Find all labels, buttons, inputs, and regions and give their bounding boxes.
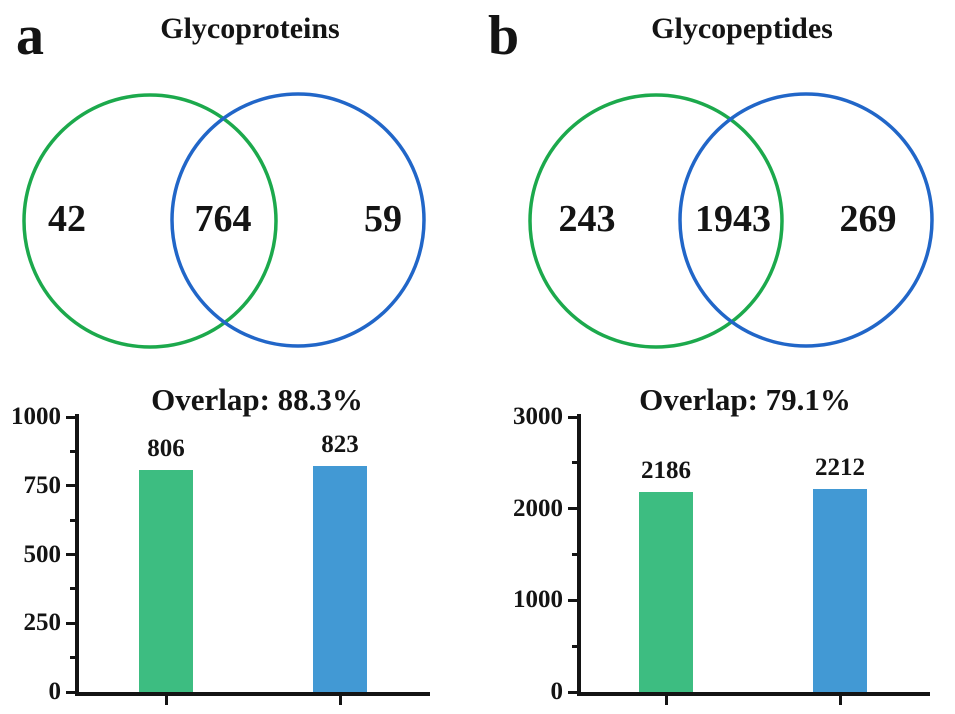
y-major-tick — [66, 484, 75, 488]
venn-left-count: 243 — [558, 198, 616, 240]
bar — [813, 489, 867, 692]
bar — [139, 470, 193, 692]
venn-diagram-b — [528, 92, 934, 349]
y-tick-label: 500 — [23, 540, 62, 568]
bar — [313, 465, 367, 692]
y-axis-line — [75, 414, 79, 696]
bar-value-label: 823 — [321, 430, 359, 458]
y-major-tick — [568, 507, 577, 511]
y-major-tick — [568, 690, 577, 694]
y-major-tick — [66, 553, 75, 556]
venn-right-count: 269 — [839, 198, 897, 240]
y-major-tick — [66, 690, 75, 694]
venn-overlap-count: 764 — [194, 198, 252, 240]
panel-title: Glycopeptides — [651, 12, 833, 45]
y-tick-label: 750 — [23, 471, 62, 499]
y-tick-label: 0 — [48, 678, 62, 705]
panel-a: a Glycoproteins 42 764 59 Overlap: 88.3%… — [0, 0, 477, 714]
y-minor-tick — [572, 644, 577, 648]
bar-value-label: 2186 — [641, 456, 691, 484]
bar — [639, 491, 693, 692]
bar-chart-b: 0 1000 2000 3000 2186 2212 — [478, 0, 955, 714]
chart-title: Overlap: 79.1% — [639, 382, 851, 417]
x-category-tick — [164, 696, 168, 705]
y-tick-label: 2000 — [513, 494, 563, 522]
bar-value-label: 2212 — [815, 454, 865, 482]
y-tick-label: 250 — [23, 609, 62, 637]
y-tick-label: 3000 — [513, 403, 563, 430]
bar-chart-a: 0 250 500 750 1000 806 823 — [0, 0, 477, 714]
x-axis-line — [577, 692, 930, 696]
panel-letter: b — [488, 5, 520, 67]
panel-letter: a — [16, 5, 44, 67]
venn-left-count: 42 — [48, 198, 86, 240]
y-tick-label: 1000 — [11, 403, 61, 430]
venn-left-circle — [528, 93, 784, 349]
panel-b: b Glycopeptides 243 1943 269 Overlap: 79… — [478, 0, 955, 714]
y-major-tick — [568, 598, 577, 602]
y-axis-line — [577, 414, 581, 696]
y-major-tick — [66, 621, 75, 625]
y-tick-label: 1000 — [513, 586, 563, 614]
y-minor-tick — [70, 587, 75, 591]
venn-left-circle — [22, 93, 278, 349]
x-category-tick — [664, 696, 668, 705]
venn-right-count: 59 — [364, 198, 402, 240]
y-major-tick — [66, 415, 75, 419]
venn-right-circle — [170, 92, 426, 348]
y-minor-tick — [70, 449, 75, 453]
venn-overlap-count: 1943 — [695, 198, 771, 240]
venn-right-circle — [678, 92, 934, 348]
y-tick-label: 0 — [550, 678, 564, 705]
panel-title: Glycoproteins — [160, 12, 340, 45]
x-category-tick — [338, 696, 342, 705]
y-minor-tick — [70, 656, 75, 660]
y-minor-tick — [572, 553, 577, 556]
bar-value-label: 806 — [147, 435, 185, 463]
y-minor-tick — [572, 461, 577, 465]
y-major-tick — [568, 415, 577, 419]
x-axis-line — [75, 692, 430, 696]
x-category-tick — [838, 696, 842, 705]
venn-diagram-a — [22, 92, 426, 349]
y-minor-tick — [70, 518, 75, 522]
chart-title: Overlap: 88.3% — [151, 382, 363, 417]
